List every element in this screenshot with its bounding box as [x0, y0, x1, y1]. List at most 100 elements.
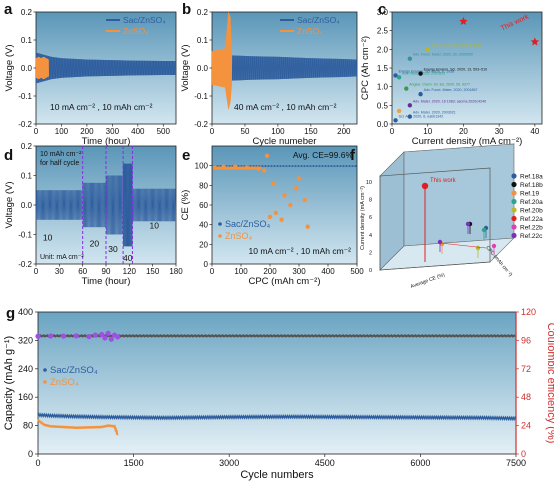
y-tick-label-d: 0.1	[21, 172, 33, 181]
legend-marker-f	[511, 173, 517, 179]
x-tick-label-e: 0	[210, 267, 215, 276]
data-point	[396, 75, 402, 80]
series-line-znso4-b	[211, 11, 233, 110]
data-point-znso4-e	[302, 197, 307, 203]
segment-label-d: 10	[149, 221, 159, 231]
x-axis-label-d: Time (hour)	[82, 276, 131, 287]
legend-marker-g-znso4	[43, 380, 47, 384]
x-axis-label-c: Current density (mA cm⁻²)	[412, 136, 523, 147]
series-line-znso4-cap-g	[37, 419, 119, 436]
data-point-znso4-e	[305, 224, 310, 229]
x-tick-label-a: 200	[80, 127, 94, 136]
data-point-ref	[437, 239, 443, 245]
box-front-f	[379, 167, 491, 271]
x-tick-label-d: 0	[34, 267, 39, 276]
legend-marker-f	[511, 224, 517, 230]
y2-tick-label-g: 48	[521, 392, 531, 402]
y-tick-label-g: 0	[28, 449, 33, 459]
x-tick-label-c: 30	[495, 127, 504, 136]
y-tick-label-d: 0.2	[21, 142, 33, 151]
y-tick-label-c: 3.0	[377, 8, 389, 17]
x-axis-label-f: Average CE (%)	[410, 272, 446, 290]
x-tick-label-g: 1500	[124, 458, 144, 468]
y-tick-label-d: 0.0	[21, 201, 33, 210]
y-tick-label-e: 80	[199, 181, 208, 190]
x-tick-label-a: 100	[55, 127, 69, 136]
legend-label-g-znso4: ZnSO₄	[50, 377, 79, 388]
y-tick-label-g: 320	[18, 335, 33, 345]
series-line-sac-ce-g	[37, 334, 516, 338]
segment-label-d: 30	[108, 244, 118, 254]
y-tick-label-b: 0.2	[197, 8, 209, 17]
data-point	[418, 91, 423, 97]
x-tick-label-a: 300	[106, 127, 120, 136]
legend-label-f: Ref.19	[520, 191, 540, 198]
x-tick-label-d: 120	[123, 267, 137, 276]
legend-marker-f	[511, 215, 517, 222]
data-point	[407, 103, 413, 108]
series-line-sac-cap-g	[37, 412, 517, 422]
data-point-znso4-e	[273, 210, 278, 216]
data-point	[425, 47, 430, 52]
y-axis-label-g: Capacity (mAh g⁻¹)	[3, 336, 15, 430]
x-tick-label-b: 0	[210, 127, 215, 136]
data-point-znso4-ce-g	[108, 336, 114, 342]
data-point-ref	[491, 243, 497, 249]
segment-label-d: 10	[43, 232, 53, 242]
y-tick-label-c: 2.0	[377, 45, 389, 54]
x-tick-label-b: 150	[304, 127, 318, 136]
x-tick-label-e: 300	[292, 267, 306, 276]
x-tick-label-e: 200	[263, 267, 277, 276]
y-tick-label-g: 240	[18, 364, 33, 374]
data-point-znso4-ce-g	[86, 334, 92, 340]
y-axis-label-c: CPC (Ah cm⁻²)	[360, 36, 371, 100]
x-tick-label-g: 0	[35, 458, 40, 468]
series-line-znso4-a	[35, 56, 49, 80]
plot-area-c	[391, 11, 543, 125]
data-point-znso4-ce-g	[99, 331, 105, 338]
y-tick-label-a: 0.0	[21, 64, 33, 73]
y-tick-label-c: 0.5	[377, 101, 389, 110]
panel-label-a: a	[4, 1, 13, 18]
y2-tick-label-g: 72	[521, 364, 531, 374]
x-tick-label-g: 4500	[315, 458, 335, 468]
point-label: Energy Environ. Sci. 2020, 6, 1938	[399, 69, 455, 73]
legend-marker-f	[511, 207, 517, 213]
legend-marker-g-sac	[43, 368, 47, 372]
legend-label-g-sac: Sac/ZnSO₄	[50, 365, 98, 376]
data-point-znso4-ce-g	[35, 333, 41, 339]
x-axis-label-a: Time (hour)	[82, 136, 131, 147]
panel-label-d: d	[4, 147, 13, 164]
data-point-znso4-e	[296, 176, 302, 181]
panel-label-b: b	[182, 1, 191, 18]
y2-tick-label-g: 120	[521, 307, 536, 317]
point-label: Adv. Mater. 2020, 16 1083; ascma.2020c42…	[413, 99, 486, 103]
x-tick-label-a: 500	[157, 127, 171, 136]
panel-label-f: f	[350, 147, 356, 164]
legend-label-a-znso4: ZnSO₄	[123, 26, 149, 36]
y-tick-label-e: 20	[199, 240, 208, 249]
z-tick-label-f: 10	[366, 180, 372, 186]
series-line-sac-a	[35, 52, 177, 84]
data-point-znso4-ce-g	[73, 333, 79, 339]
x-tick-label-g: 3000	[219, 458, 239, 468]
legend-marker-f	[511, 232, 517, 239]
legend-marker-f	[511, 190, 517, 196]
data-point-znso4-ce-g	[115, 334, 121, 340]
annotation-e: 10 mA cm⁻² , 10 mAh cm⁻²	[249, 246, 352, 256]
z-axis-label-f: Current density (mA cm⁻²)	[360, 186, 366, 250]
x-axis-label-g: Cycle numbers	[240, 469, 314, 481]
x-tick-label-d: 30	[55, 267, 64, 276]
x-tick-label-b: 50	[241, 127, 250, 136]
panel-label-g: g	[6, 305, 15, 322]
data-point-znso4-ce-g	[92, 332, 98, 338]
legend-label-e-sac: Sac/ZnSO₄	[225, 219, 271, 229]
legend-label-a-sac: Sac/ZnSO₄	[123, 15, 166, 25]
y-tick-label-b: -0.1	[194, 92, 208, 101]
y2-axis-label-g: Coulombic efficiency (%)	[545, 323, 554, 444]
x-tick-label-c: 40	[530, 127, 539, 136]
data-point	[393, 118, 398, 123]
y-tick-label-e: 40	[199, 221, 208, 230]
legend-label-f: Ref.22a	[520, 216, 543, 223]
